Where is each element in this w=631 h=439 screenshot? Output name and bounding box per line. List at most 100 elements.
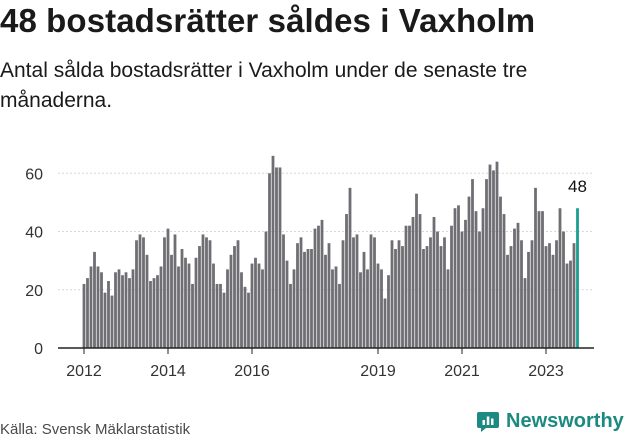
bar: [565, 263, 569, 348]
bar: [187, 263, 191, 348]
bar: [254, 257, 257, 348]
newsworthy-logo-icon: [477, 412, 499, 432]
bar: [299, 237, 303, 348]
bar: [205, 237, 208, 348]
bar: [436, 231, 439, 348]
bar: [478, 231, 481, 348]
bar: [303, 251, 306, 348]
bar: [177, 266, 180, 348]
bar: [124, 272, 128, 348]
bar: [208, 240, 212, 348]
bar: [488, 164, 492, 348]
bar: [93, 251, 96, 348]
bar: [453, 208, 457, 348]
bar: [107, 281, 110, 348]
bar: [82, 283, 86, 348]
bar: [313, 228, 317, 348]
bar: [117, 269, 121, 348]
bar: [513, 228, 516, 348]
bar: [362, 251, 366, 348]
bar: [562, 231, 565, 348]
bar: [331, 269, 334, 348]
bar: [257, 263, 261, 348]
bar: [516, 222, 520, 348]
bar: [520, 240, 523, 348]
bar: [145, 254, 149, 348]
x-tick-label: 2012: [66, 363, 102, 380]
bar: [355, 234, 359, 348]
bar: [264, 231, 268, 348]
bar: [173, 234, 177, 348]
bar: [184, 257, 187, 348]
bar: [425, 246, 429, 348]
bar: [236, 240, 240, 348]
bar: [103, 292, 107, 348]
x-tick-label: 2019: [360, 363, 396, 380]
bar: [163, 237, 166, 348]
bar: [348, 187, 352, 348]
bar: [292, 269, 296, 348]
brand-name: Newsworthy: [506, 409, 624, 432]
bar: [96, 266, 100, 348]
y-tick-label: 40: [25, 225, 43, 242]
bar: [138, 234, 142, 348]
bar: [310, 249, 313, 348]
bar: [317, 225, 320, 348]
bar: [306, 249, 310, 348]
bar: [548, 243, 551, 348]
bar: [495, 161, 499, 348]
bar: [352, 237, 355, 348]
bar: [131, 269, 135, 348]
bar: [278, 167, 282, 348]
bar: [156, 275, 159, 348]
highlight-value-label: 48: [568, 177, 587, 196]
bar: [537, 211, 541, 348]
bar: [366, 269, 369, 348]
bar: [471, 179, 474, 348]
bar: [296, 243, 299, 348]
bar: [271, 155, 275, 348]
bar: [240, 272, 243, 348]
bar: [159, 266, 163, 348]
chart-title: 48 bostadsrätter såldes i Vaxholm: [0, 2, 536, 39]
bar: [180, 249, 184, 348]
bar: [243, 286, 247, 348]
bar: [250, 263, 254, 348]
bar: [285, 260, 289, 348]
bar: [555, 240, 558, 348]
bar: [558, 208, 562, 348]
bar: [572, 243, 576, 348]
bar: [149, 281, 152, 348]
bar: [397, 240, 401, 348]
bar: [226, 269, 229, 348]
bar: [247, 292, 250, 348]
bar: [439, 246, 443, 348]
bar: [457, 205, 460, 348]
bar: [527, 251, 530, 348]
bar: [338, 283, 341, 348]
bar: [268, 173, 271, 348]
bar: [191, 283, 194, 348]
bar: [499, 196, 502, 348]
bar: [544, 246, 548, 348]
bar: [530, 240, 534, 348]
bar: [485, 179, 488, 348]
bar: [541, 211, 544, 348]
bar: [341, 240, 345, 348]
bar: [261, 269, 264, 348]
bar: [467, 196, 471, 348]
bar: [387, 275, 390, 348]
bar: [502, 214, 506, 348]
bar: [334, 266, 338, 348]
x-tick-label: 2016: [234, 363, 270, 380]
bar: [401, 246, 404, 348]
bar: [408, 225, 411, 348]
brand-logo[interactable]: Newsworthy: [476, 409, 624, 433]
y-tick-label: 0: [34, 341, 43, 358]
bar: [215, 283, 219, 348]
bar: [229, 254, 233, 348]
x-axis-ticks: 2012 2014 2016 2019 2021 2023: [66, 348, 564, 380]
bar: [429, 237, 432, 348]
y-tick-label: 20: [25, 283, 43, 300]
